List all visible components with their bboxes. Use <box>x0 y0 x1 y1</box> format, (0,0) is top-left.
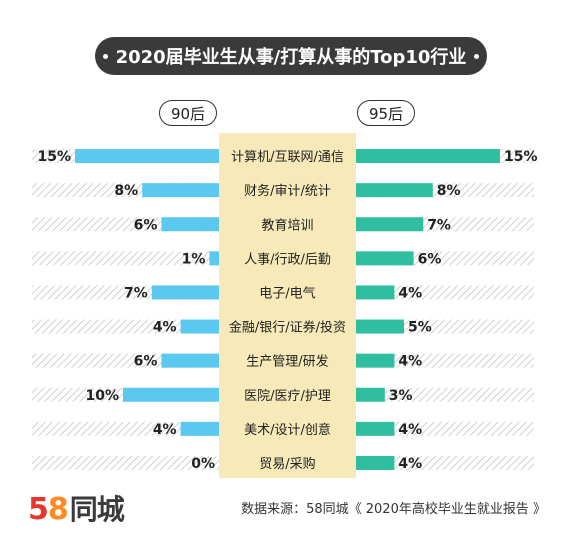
title-dot-right <box>474 53 480 59</box>
bar-label-90s: 0% <box>191 456 215 472</box>
bar-label-95s: 6% <box>418 251 442 267</box>
bar-95s <box>356 319 404 334</box>
bar-label-90s: 6% <box>134 217 158 233</box>
category-label: 贸易/采购 <box>259 456 315 472</box>
bar-95s <box>356 387 385 402</box>
bar-label-90s: 7% <box>124 285 148 301</box>
bar-90s <box>180 319 219 334</box>
left-track <box>32 455 219 470</box>
bar-95s <box>356 149 500 164</box>
bar-label-90s: 4% <box>153 422 177 438</box>
bar-95s <box>356 353 395 368</box>
category-label: 财务/审计/统计 <box>244 183 331 199</box>
bar-label-90s: 1% <box>182 251 206 267</box>
data-source: 数据来源：58同城《 2020年高校毕业生就业报告 》 <box>241 502 546 517</box>
bar-chart: 15% 15% 计算机/互联网/通信 8% 8% 财务/审计/统计 6% 7% 教育培训 1% 6%… <box>32 133 538 478</box>
category-label: 金融/银行/证券/投资 <box>229 320 346 336</box>
logo-text: 同城 <box>69 493 125 526</box>
logo-digit-5: 5 <box>28 492 49 527</box>
bar-90s <box>151 285 219 300</box>
category-label: 教育培训 <box>261 217 313 233</box>
right-track <box>356 353 534 368</box>
bar-90s <box>142 183 219 198</box>
left-track <box>32 319 219 334</box>
bar-90s <box>161 217 219 232</box>
right-track <box>356 421 534 436</box>
bar-label-95s: 7% <box>427 217 451 233</box>
category-label: 人事/行政/后勤 <box>244 252 331 267</box>
bar-label-90s: 8% <box>114 183 138 199</box>
category-label: 医院/医疗/护理 <box>244 389 331 404</box>
bar-95s <box>356 217 424 232</box>
title-dot-left <box>102 53 108 59</box>
bar-label-95s: 8% <box>437 183 461 199</box>
category-label: 计算机/互联网/通信 <box>231 150 344 165</box>
bar-95s <box>356 455 395 470</box>
bar-95s <box>356 285 395 300</box>
bar-90s <box>161 353 219 368</box>
bar-label-95s: 4% <box>398 422 422 438</box>
bar-95s <box>356 183 433 198</box>
bar-label-95s: 4% <box>398 354 422 370</box>
category-column-bg <box>219 133 356 478</box>
bar-95s <box>356 251 414 266</box>
logo-digit-8: 8 <box>47 492 69 527</box>
bar-label-90s: 6% <box>134 354 158 370</box>
group-label-right: 95后 <box>357 100 415 126</box>
bar-label-90s: 4% <box>153 320 177 336</box>
bar-label-95s: 4% <box>398 456 422 472</box>
58-logo: 5 8 同城 <box>28 488 125 528</box>
category-label: 电子/电气 <box>259 285 315 301</box>
bar-label-90s: 10% <box>85 388 119 404</box>
bar-label-95s: 4% <box>398 285 422 301</box>
bar-90s <box>180 421 219 436</box>
right-track <box>356 387 534 402</box>
bar-90s <box>123 387 219 402</box>
right-track <box>356 455 534 470</box>
chart-title: 2020届毕业生从事/打算从事的Top10行业 <box>115 47 467 68</box>
bar-label-95s: 3% <box>389 388 413 404</box>
bar-label-95s: 5% <box>408 320 432 336</box>
left-track <box>32 251 219 266</box>
bar-90s <box>75 149 219 164</box>
right-track <box>356 285 534 300</box>
bar-95s <box>356 421 395 436</box>
left-track <box>32 421 219 436</box>
category-label: 生产管理/研发 <box>246 354 328 370</box>
chart-title-pill: 2020届毕业生从事/打算从事的Top10行业 <box>95 37 487 75</box>
bar-90s <box>209 251 219 266</box>
group-label-left: 90后 <box>159 100 217 126</box>
bar-label-90s: 15% <box>37 149 71 165</box>
bar-label-95s: 15% <box>504 149 538 165</box>
category-label: 美术/设计/创意 <box>244 422 331 438</box>
